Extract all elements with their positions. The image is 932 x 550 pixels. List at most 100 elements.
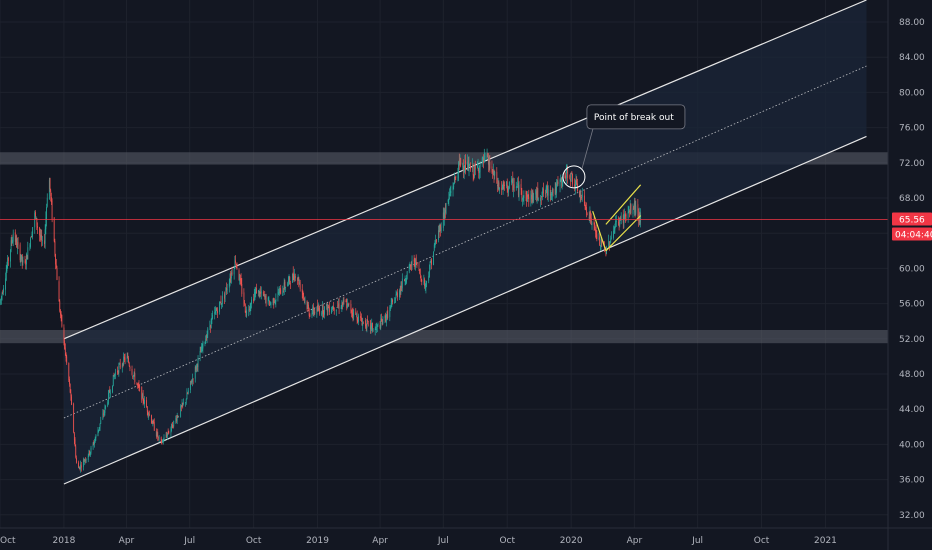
candle-body — [520, 184, 522, 190]
candle-body — [376, 326, 378, 328]
candle-body — [69, 383, 71, 393]
candle-body — [35, 212, 36, 217]
candle-body — [470, 166, 471, 170]
rising-wedge[interactable] — [592, 184, 642, 252]
channel-middle-line[interactable] — [63, 65, 867, 419]
candle-body — [554, 188, 556, 195]
candle-body — [526, 194, 528, 202]
candle-body — [418, 268, 420, 269]
candle-body — [410, 264, 412, 267]
wedge-entry-line[interactable] — [592, 211, 607, 251]
candle-body — [444, 210, 446, 213]
candle-body — [19, 244, 21, 261]
candle-body — [221, 303, 223, 305]
candle-body — [493, 169, 495, 177]
candle-body — [629, 210, 630, 213]
candle-body — [162, 440, 163, 443]
annotation-box[interactable] — [586, 104, 686, 130]
bar-countdown: 04:04:40 — [895, 230, 932, 240]
candle-body — [206, 334, 208, 339]
candle-body — [547, 185, 548, 196]
y-tick-label: 56.00 — [899, 300, 925, 310]
candle-body — [559, 179, 561, 186]
candle-body — [620, 215, 622, 221]
candle-body — [20, 258, 22, 262]
y-tick-label: 60.00 — [899, 264, 925, 274]
x-tick-label: Oct — [499, 536, 515, 546]
candle-body — [167, 433, 168, 437]
candle-body — [301, 289, 303, 293]
candle-body — [331, 309, 332, 314]
breakout-circle[interactable] — [562, 165, 586, 189]
candle-body — [260, 290, 262, 294]
candle-body — [319, 309, 321, 314]
candle-body — [327, 306, 329, 311]
candle-body — [98, 429, 100, 431]
candle-body — [278, 293, 280, 295]
candle-body — [100, 420, 102, 424]
candle-body — [69, 379, 70, 385]
candle-body — [360, 316, 362, 319]
candle-body — [499, 188, 500, 190]
candle-body — [586, 213, 588, 215]
candle-body — [640, 214, 642, 221]
candle-body — [506, 181, 508, 190]
candle-body — [3, 288, 4, 293]
candle-body — [152, 420, 154, 425]
candle-body — [27, 247, 29, 259]
candle-body — [156, 432, 158, 437]
price-axis-bg — [888, 0, 932, 550]
candle-body — [586, 207, 587, 213]
candle-body — [138, 384, 140, 388]
candle-body — [365, 325, 367, 329]
wedge-lower-line[interactable] — [605, 215, 642, 252]
candle-body — [324, 306, 325, 315]
annotations[interactable]: Point of break out — [562, 104, 686, 189]
candle-body — [639, 212, 641, 223]
candle-body — [82, 459, 84, 467]
candle-body — [192, 378, 194, 380]
candle-body — [270, 303, 272, 305]
candle-body — [317, 307, 319, 311]
candle-body — [274, 301, 275, 303]
candle-body — [449, 193, 451, 195]
candle-body — [60, 313, 62, 317]
candle-body — [273, 297, 275, 304]
candle-body — [618, 222, 619, 224]
candle-body — [79, 467, 81, 470]
candle-body — [457, 175, 459, 179]
price-axis[interactable]: 32.00 36.00 40.00 44.00 48.00 52.00 56.00 60.00… — [888, 0, 932, 550]
candle-body — [119, 363, 120, 365]
candle-body — [199, 351, 201, 358]
channel-lower-line[interactable] — [63, 135, 867, 485]
candle-body — [275, 299, 277, 302]
candle-body — [510, 180, 512, 182]
candle-body — [632, 208, 634, 214]
candle-body — [371, 323, 373, 327]
candle-body — [384, 315, 386, 318]
candle-body — [424, 279, 425, 287]
candle-body — [35, 216, 37, 219]
candle-body — [44, 229, 46, 244]
candle-body — [531, 192, 533, 199]
candle-body — [428, 275, 430, 281]
wedge-upper-line[interactable] — [605, 184, 642, 225]
candle-body — [102, 413, 104, 419]
candle-body — [14, 232, 16, 242]
candle-body — [380, 318, 382, 328]
x-tick-label: Apr — [372, 536, 388, 546]
candle-body — [620, 217, 621, 220]
candle-body — [142, 393, 144, 401]
candle-body — [70, 392, 72, 397]
candle-body — [523, 195, 525, 198]
time-axis-bg — [0, 528, 932, 550]
candle-body — [103, 411, 105, 414]
candle-body — [452, 186, 454, 191]
candle-body — [390, 306, 391, 309]
candle-body — [183, 402, 184, 404]
candle-body — [405, 280, 407, 283]
candle-body — [51, 197, 52, 203]
candle-body — [331, 308, 333, 310]
